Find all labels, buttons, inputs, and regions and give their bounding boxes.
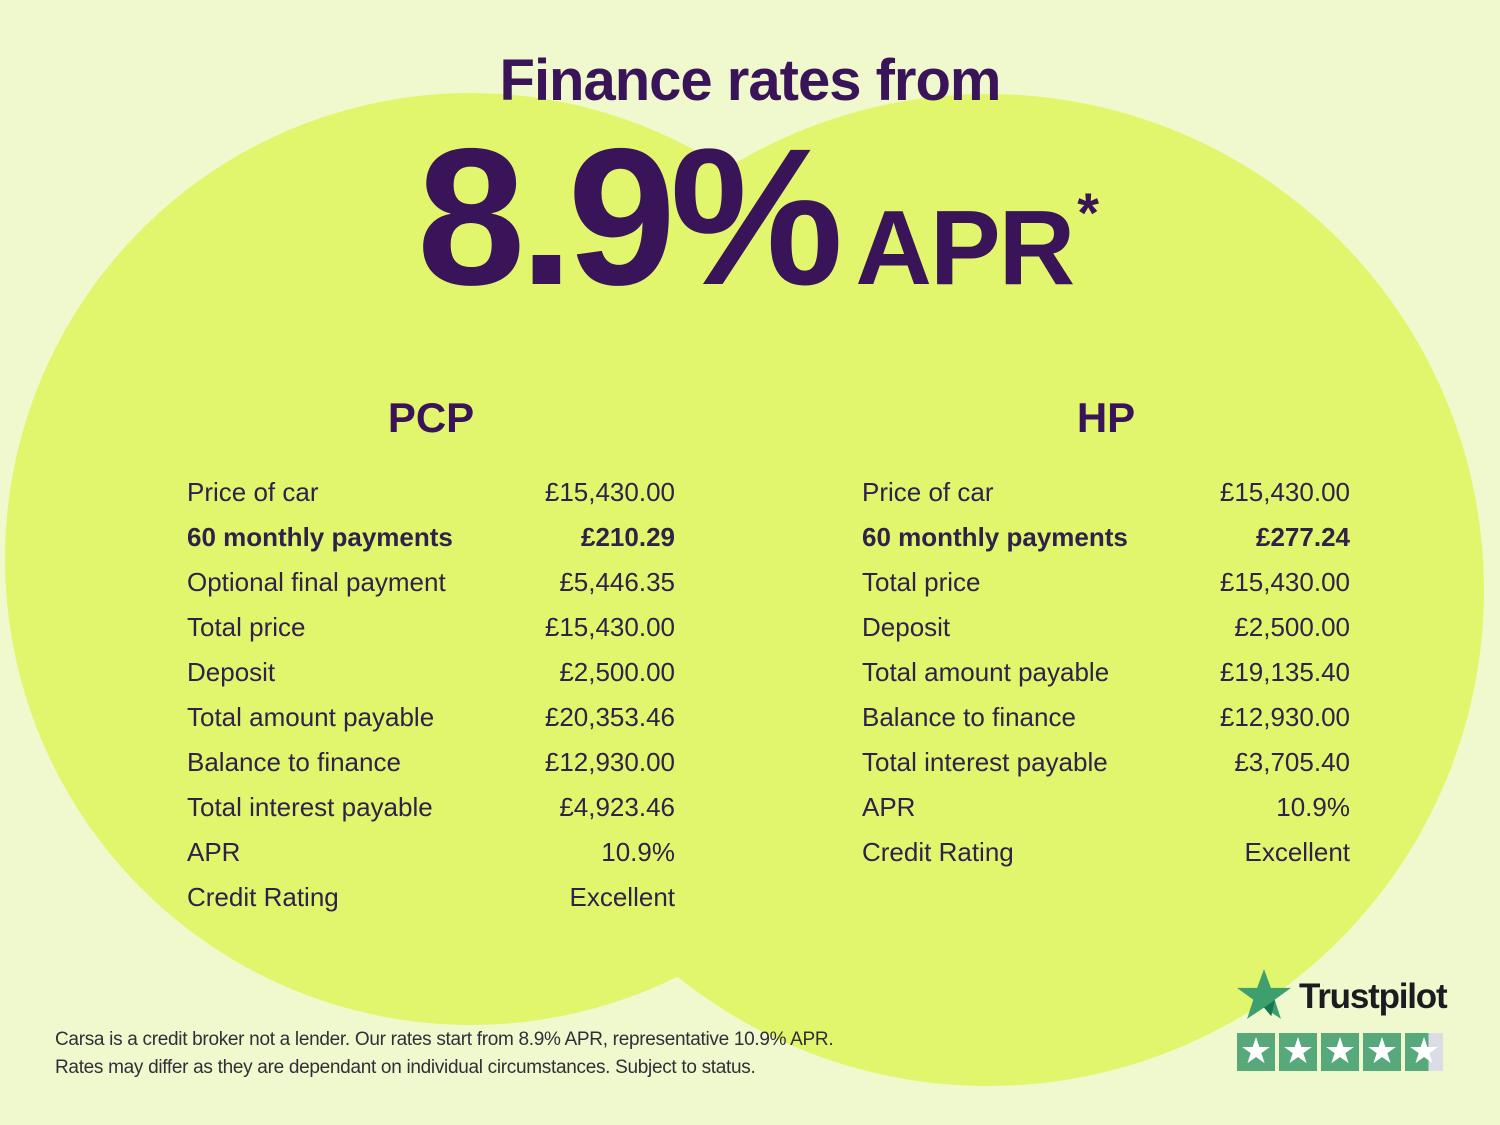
rating-star-box: ★ bbox=[1405, 1033, 1443, 1071]
row-value: Excellent bbox=[569, 882, 676, 912]
disclaimer: Carsa is a credit broker not a lender. O… bbox=[55, 1026, 834, 1082]
hero-rate-banner: 8.9% APR* bbox=[0, 120, 1500, 315]
rating-star-box: ★ bbox=[1237, 1033, 1275, 1071]
row-label: 60 monthly payments bbox=[187, 522, 453, 552]
table-row: Deposit £2,500.00 bbox=[862, 605, 1350, 650]
row-value: £20,353.46 bbox=[544, 702, 675, 732]
row-value: £15,430.00 bbox=[544, 612, 675, 642]
star-icon: ★ bbox=[1323, 1031, 1357, 1072]
row-value: £15,430.00 bbox=[1219, 567, 1350, 597]
pcp-rows: Price of car £15,430.00 60 monthly payment… bbox=[187, 470, 675, 920]
row-value: £12,930.00 bbox=[544, 747, 675, 777]
rating-star-box: ★ bbox=[1363, 1033, 1401, 1071]
hp-heading: HP bbox=[1076, 394, 1136, 441]
table-row: 60 monthly payments £210.29 bbox=[187, 515, 675, 560]
table-row: Total price £15,430.00 bbox=[187, 605, 675, 650]
hero-rate-value: 8.9% bbox=[416, 108, 843, 326]
row-value: £4,923.46 bbox=[559, 792, 675, 822]
star-icon: ★ bbox=[1407, 1031, 1441, 1072]
trustpilot-rating-stars: ★ ★ ★ ★ ★ bbox=[1237, 1033, 1446, 1071]
disclaimer-line2: Rates may differ as they are dependant o… bbox=[55, 1057, 756, 1078]
hero-apr-text: APR bbox=[855, 189, 1075, 307]
row-label: APR bbox=[862, 792, 916, 822]
hp-table: HP Price of car £15,430.00 60 monthly paym… bbox=[862, 393, 1350, 875]
row-value: £15,430.00 bbox=[544, 477, 675, 507]
background-circle-right bbox=[492, 94, 1484, 1086]
disclaimer-line1: Carsa is a credit broker not a lender. O… bbox=[55, 1029, 834, 1050]
row-value: £2,500.00 bbox=[1234, 612, 1350, 642]
row-label: Total price bbox=[187, 612, 306, 642]
row-label: Optional final payment bbox=[187, 567, 446, 597]
row-value: 10.9% bbox=[1276, 792, 1350, 822]
row-label: Balance to finance bbox=[862, 702, 1076, 732]
hero-asterisk: * bbox=[1077, 181, 1099, 244]
row-label: Total interest payable bbox=[862, 747, 1108, 777]
row-value: £5,446.35 bbox=[559, 567, 675, 597]
hp-rows: Price of car £15,430.00 60 monthly payment… bbox=[862, 470, 1350, 875]
row-value: 10.9% bbox=[601, 837, 675, 867]
row-value: £2,500.00 bbox=[559, 657, 675, 687]
table-row: APR 10.9% bbox=[862, 785, 1350, 830]
table-row: APR 10.9% bbox=[187, 830, 675, 875]
row-label: Deposit bbox=[862, 612, 951, 642]
table-row: Total interest payable £4,923.46 bbox=[187, 785, 675, 830]
row-label: Price of car bbox=[862, 477, 994, 507]
table-row: Balance to finance £12,930.00 bbox=[862, 695, 1350, 740]
table-row: Price of car £15,430.00 bbox=[187, 470, 675, 515]
star-icon: ★ bbox=[1365, 1031, 1399, 1072]
row-label: Balance to finance bbox=[187, 747, 401, 777]
trustpilot-widget: Trustpilot ★ ★ ★ ★ ★ bbox=[1237, 969, 1448, 1071]
star-icon: ★ bbox=[1281, 1031, 1315, 1072]
row-value: £3,705.40 bbox=[1234, 747, 1350, 777]
pcp-table: PCP Price of car £15,430.00 60 monthly pay… bbox=[187, 393, 675, 920]
pcp-heading: PCP bbox=[387, 394, 475, 441]
row-label: Credit Rating bbox=[187, 882, 339, 912]
row-label: Price of car bbox=[187, 477, 319, 507]
table-row: Total amount payable £20,353.46 bbox=[187, 695, 675, 740]
table-row: Total interest payable £3,705.40 bbox=[862, 740, 1350, 785]
rating-star-box: ★ bbox=[1321, 1033, 1359, 1071]
rating-star-box: ★ bbox=[1279, 1033, 1317, 1071]
table-row: Total amount payable £19,135.40 bbox=[862, 650, 1350, 695]
table-row: Deposit £2,500.00 bbox=[187, 650, 675, 695]
row-value: £12,930.00 bbox=[1219, 702, 1350, 732]
table-row: Balance to finance £12,930.00 bbox=[187, 740, 675, 785]
row-value: Excellent bbox=[1244, 837, 1351, 867]
trustpilot-star-icon bbox=[1237, 969, 1291, 1019]
table-row: Total price £15,430.00 bbox=[862, 560, 1350, 605]
row-value: £210.29 bbox=[581, 522, 675, 552]
row-label: Credit Rating bbox=[862, 837, 1014, 867]
trustpilot-logo: Trustpilot bbox=[1237, 969, 1448, 1020]
row-label: Total interest payable bbox=[187, 792, 433, 822]
row-value: £277.24 bbox=[1256, 522, 1350, 552]
row-value: £15,430.00 bbox=[1219, 477, 1350, 507]
row-label: Total price bbox=[862, 567, 981, 597]
row-label: Total amount payable bbox=[187, 702, 435, 732]
row-label: Total amount payable bbox=[862, 657, 1110, 687]
hero-apr-label: APR* bbox=[855, 185, 1099, 302]
row-label: Deposit bbox=[187, 657, 276, 687]
table-row: Credit Rating Excellent bbox=[862, 830, 1350, 875]
table-row: Price of car £15,430.00 bbox=[862, 470, 1350, 515]
table-row: Optional final payment £5,446.35 bbox=[187, 560, 675, 605]
row-value: £19,135.40 bbox=[1219, 657, 1350, 687]
page-title: Finance rates from bbox=[499, 48, 1002, 113]
row-label: APR bbox=[187, 837, 241, 867]
trustpilot-brand-text: Trustpilot bbox=[1299, 976, 1448, 1016]
row-label: 60 monthly payments bbox=[862, 522, 1128, 552]
star-icon: ★ bbox=[1239, 1031, 1273, 1072]
table-row: 60 monthly payments £277.24 bbox=[862, 515, 1350, 560]
table-row: Credit Rating Excellent bbox=[187, 875, 675, 920]
